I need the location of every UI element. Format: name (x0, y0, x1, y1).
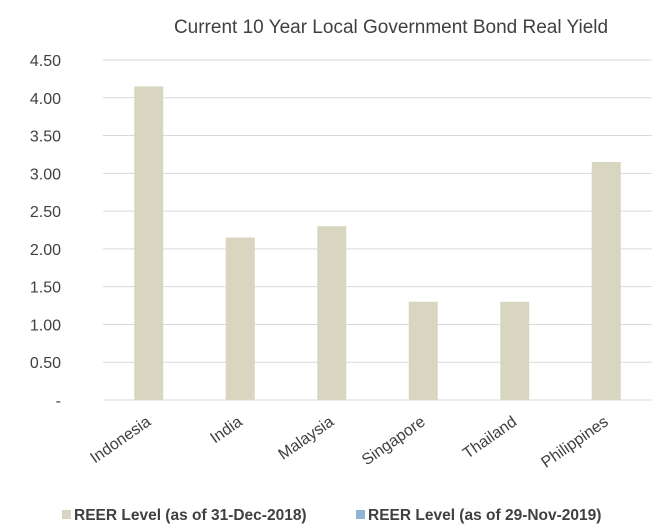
bar-india (225, 237, 255, 400)
y-tick-label: 1.50 (30, 280, 61, 297)
x-category-label: Philippines (538, 413, 611, 471)
legend-swatch (356, 510, 365, 519)
y-tick-label: 2.00 (30, 242, 61, 259)
y-tick-label: 1.00 (30, 317, 61, 334)
legend-label: REER Level (as of 31-Dec-2018) (74, 507, 307, 524)
bar-indonesia (134, 86, 164, 400)
y-tick-label: 3.00 (30, 166, 61, 183)
chart-title: Current 10 Year Local Government Bond Re… (174, 17, 608, 38)
legend-label: REER Level (as of 29-Nov-2019) (368, 507, 601, 524)
y-tick-label: 0.50 (30, 355, 61, 372)
y-tick-label: 4.50 (30, 53, 61, 70)
y-tick-label: 3.50 (30, 129, 61, 146)
x-category-label: India (207, 413, 245, 447)
x-category-label: Singapore (359, 413, 429, 469)
bar-singapore (408, 301, 438, 400)
bar-philippines (591, 162, 621, 400)
y-tick-label: - (56, 393, 61, 410)
x-axis-category-labels: Indonesia India Malaysia Singapore Thailand P… (87, 413, 611, 471)
x-category-label: Indonesia (87, 413, 154, 467)
legend: REER Level (as of 31-Dec-2018) REER Level… (62, 507, 601, 524)
bar-thailand (500, 301, 530, 400)
y-tick-label: 4.00 (30, 91, 61, 108)
x-category-label: Malaysia (276, 413, 338, 463)
gridlines (103, 59, 652, 401)
legend-swatch (62, 510, 71, 519)
y-tick-label: 2.50 (30, 204, 61, 221)
x-category-label: Thailand (460, 413, 520, 462)
bar-malaysia (317, 226, 347, 400)
y-axis-tick-labels: - 0.50 1.00 1.50 2.00 2.50 3.00 3.50 4.00 4.50 (30, 53, 61, 410)
bars (134, 86, 621, 400)
